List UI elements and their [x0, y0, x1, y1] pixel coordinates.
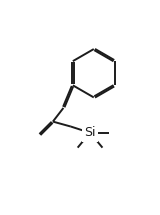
- Text: Si: Si: [84, 126, 96, 139]
